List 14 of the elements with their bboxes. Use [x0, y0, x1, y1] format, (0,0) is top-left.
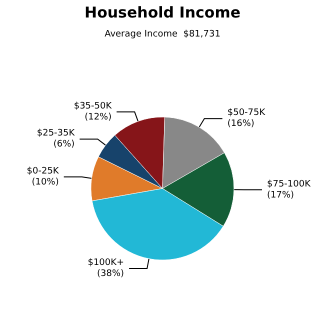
data-label: (16%): [227, 119, 254, 130]
slice-label: $25-35K: [36, 128, 76, 139]
slice-label: $0-25K: [26, 166, 60, 176]
chart-title: Household Income: [84, 4, 240, 22]
data-label: (6%): [53, 140, 75, 150]
slice-label: $100K+: [88, 258, 124, 268]
data-label: (38%): [97, 269, 124, 280]
chart-subtitle: Average Income $81,731: [104, 30, 220, 40]
slice-label: $50-75K: [227, 108, 266, 118]
slice-label: $35-50K: [74, 101, 113, 112]
data-label: (10%): [32, 177, 59, 188]
slice-label: $75-100K: [266, 179, 312, 190]
data-label: (17%): [266, 190, 294, 200]
data-label: (12%): [84, 112, 112, 122]
